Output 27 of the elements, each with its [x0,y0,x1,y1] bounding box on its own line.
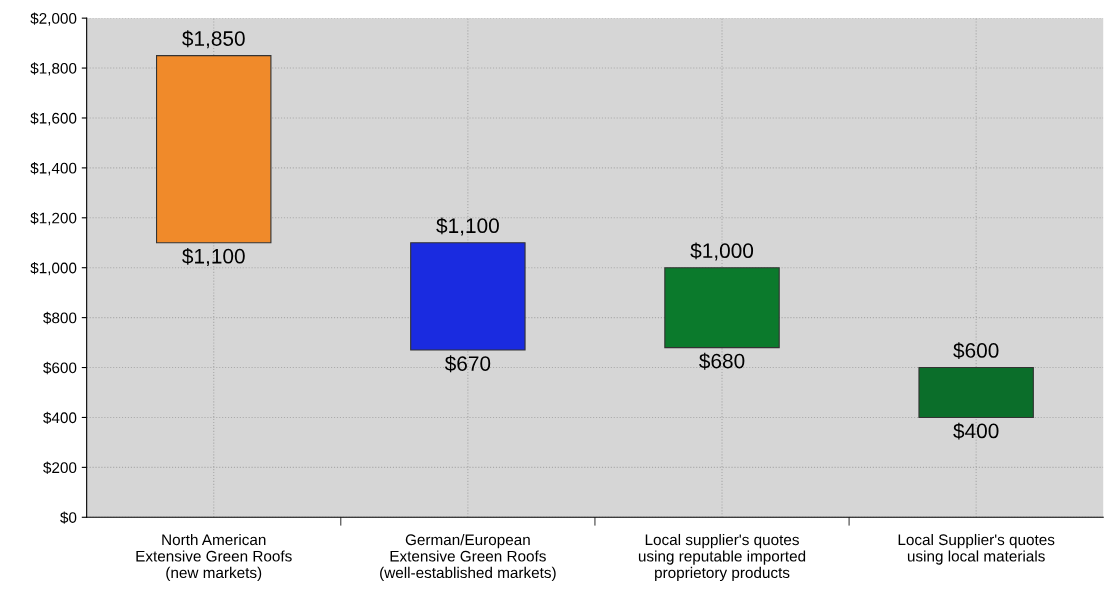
bar [664,267,780,349]
annotation: $1,000 [690,242,754,261]
annotation: $680 [699,352,745,370]
x-tick-label: German/European Extensive Green Roofs (well-established markets) [380,533,556,582]
y-tick-label: $1,200 [30,212,77,226]
annotation: $600 [953,342,999,360]
annotation: $670 [444,355,491,373]
annotation: $1,100 [182,247,245,267]
y-tick-label: $1,000 [30,261,77,276]
y-tick-label: $400 [43,411,77,425]
y-tick-label: $1,600 [30,112,77,126]
y-tick-label: $200 [43,461,77,474]
y-tick-label: $600 [43,361,77,375]
annotation: $400 [953,422,999,440]
annotation: $1,100 [436,217,499,236]
bar [410,242,526,351]
y-tick-label: $800 [43,311,77,325]
annotation: $1,850 [182,30,245,49]
y-tick-label: $2,000 [30,12,77,26]
x-tick-label: Local supplier's quotes using reputable imported proprietory products [638,533,806,582]
x-tick-label: North American Extensive Green Roofs (new markets) [136,533,292,582]
y-tick-label: $0 [60,511,77,524]
bar [918,366,1034,419]
y-tick-label: $1,400 [30,162,77,176]
x-tick-label: Local Supplier's quotes using local materials [898,533,1055,565]
y-tick-label: $1,800 [30,62,77,76]
bar [155,55,272,244]
